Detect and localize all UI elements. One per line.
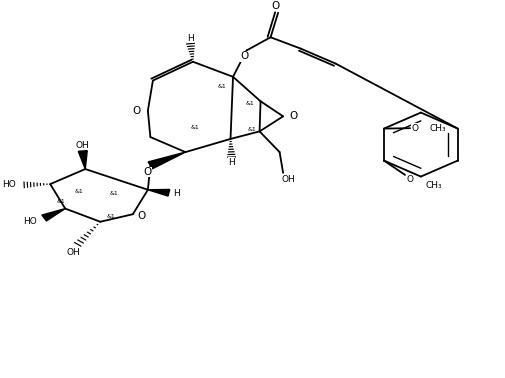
Text: O: O <box>132 106 141 116</box>
Text: HO: HO <box>3 180 16 189</box>
Text: OH: OH <box>281 175 294 184</box>
Polygon shape <box>148 152 185 169</box>
Text: HO: HO <box>23 217 37 226</box>
Text: O: O <box>137 211 146 221</box>
Text: O: O <box>406 175 413 184</box>
Text: &1: &1 <box>191 125 199 130</box>
Text: &1: &1 <box>245 101 254 106</box>
Text: &1: &1 <box>57 198 66 203</box>
Text: H: H <box>228 158 234 167</box>
Text: CH₃: CH₃ <box>424 181 441 189</box>
Text: O: O <box>411 124 418 133</box>
Text: O: O <box>143 167 152 177</box>
Text: O: O <box>239 51 247 61</box>
Text: &1: &1 <box>246 127 256 132</box>
Polygon shape <box>42 209 65 221</box>
Text: OH: OH <box>67 248 80 257</box>
Polygon shape <box>78 150 87 169</box>
Text: H: H <box>187 34 193 43</box>
Text: &1: &1 <box>74 189 83 194</box>
Polygon shape <box>147 189 169 196</box>
Text: CH₃: CH₃ <box>428 124 445 133</box>
Text: &1: &1 <box>110 191 119 196</box>
Text: O: O <box>288 111 296 121</box>
Text: OH: OH <box>76 141 89 150</box>
Text: &1: &1 <box>217 84 225 89</box>
Text: H: H <box>173 189 179 198</box>
Text: O: O <box>271 1 279 11</box>
Text: &1: &1 <box>107 214 116 219</box>
